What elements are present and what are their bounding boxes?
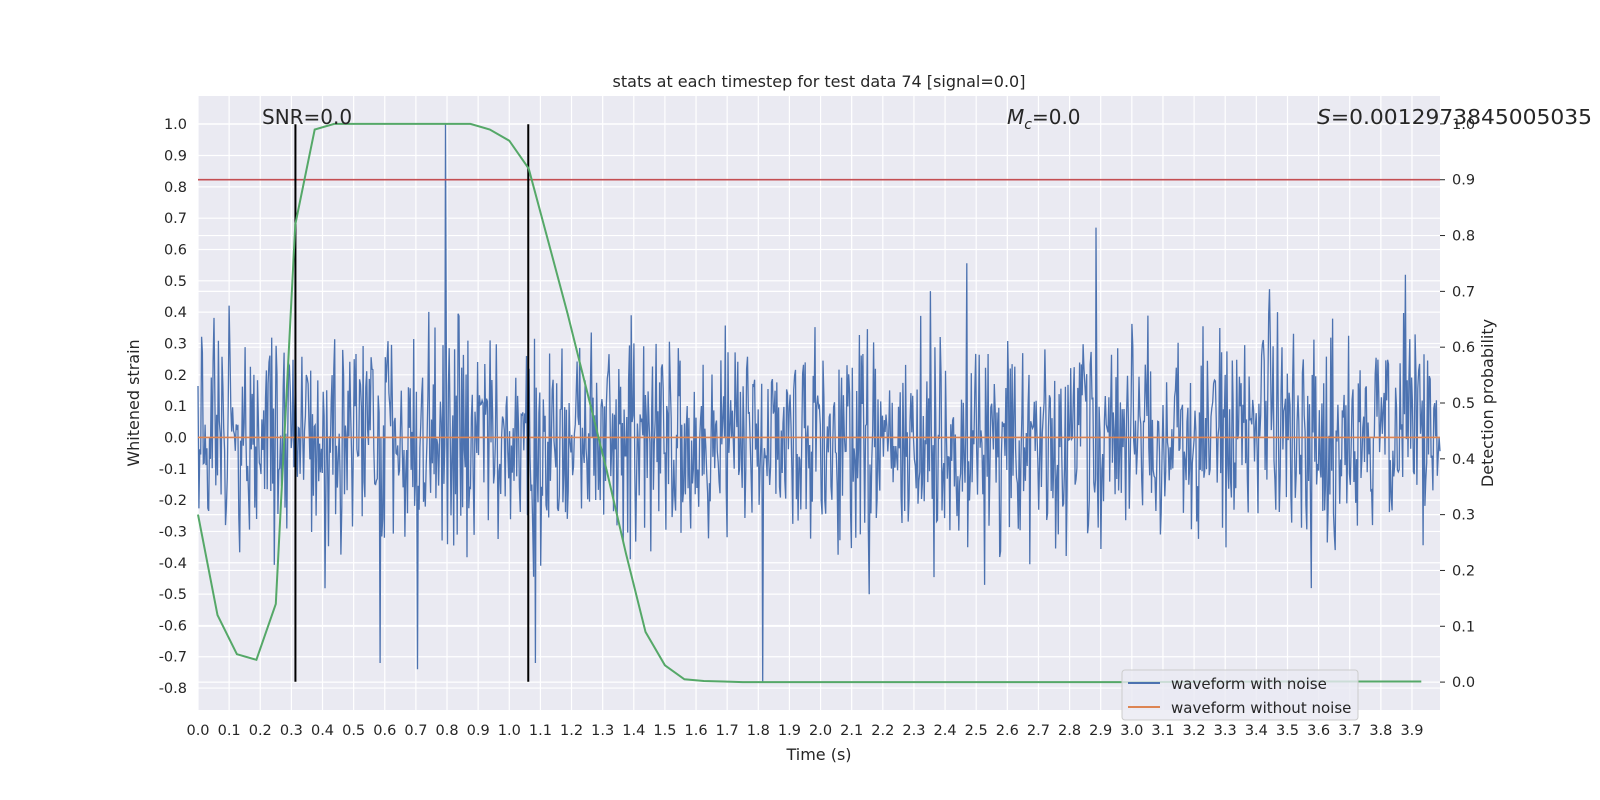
y-tick-label-left: -0.3 [159, 524, 187, 540]
tick-labels: 0.0 0.1 0.2 0.3 0.4 0.5 0.6 0.7 0.8 0.9 1.0 1.1 1.2 1… [159, 117, 1475, 739]
overlay-layer [197, 122, 1440, 684]
x-tick-label: 3.4 [1245, 723, 1268, 739]
x-tick-label: 1.7 [716, 723, 739, 739]
y-tick-label-right: 0.4 [1452, 452, 1475, 468]
x-tick-label: 3.2 [1183, 723, 1206, 739]
s-value: =0.0012973845005035 [1331, 105, 1592, 129]
x-tick-label: 2.3 [902, 723, 925, 739]
mc-value: =0.0 [1032, 105, 1081, 129]
x-tick-label: 3.5 [1276, 723, 1299, 739]
y-tick-label-left: 0.5 [164, 274, 187, 290]
y-tick-label-right: 0.7 [1452, 284, 1475, 300]
x-tick-label: 2.9 [1089, 723, 1112, 739]
y-tick-label-left: -0.4 [159, 556, 187, 572]
x-tick-label: 2.2 [871, 723, 894, 739]
chart-title: stats at each timestep for test data 74 … [613, 72, 1026, 91]
detection-probability-line [197, 122, 1422, 684]
snr-annotation: SNR=0.0 [262, 105, 352, 129]
x-tick-label: 0.2 [249, 723, 272, 739]
x-tick-label: 1.4 [622, 723, 645, 739]
x-tick-label: 0.6 [373, 723, 396, 739]
x-tick-label: 0.4 [311, 723, 334, 739]
y-tick-label-right: 0.3 [1452, 508, 1475, 524]
x-tick-label: 2.5 [965, 723, 988, 739]
mc-symbol: M [1007, 105, 1024, 129]
legend-label-without-noise: waveform without noise [1171, 699, 1351, 717]
y-tick-label-right: 0.1 [1452, 619, 1475, 635]
x-tick-label: 1.9 [778, 723, 801, 739]
x-tick-label: 1.2 [560, 723, 583, 739]
y-tick-label-left: 0.7 [164, 211, 187, 227]
x-tick-label: 2.6 [996, 723, 1019, 739]
x-tick-label: 2.4 [934, 723, 957, 739]
x-tick-label: 3.1 [1151, 723, 1174, 739]
s-annotation: S=0.0012973845005035 [1317, 105, 1592, 129]
x-tick-label: 1.5 [653, 723, 676, 739]
y-tick-label-left: 0.0 [164, 430, 187, 446]
legend-label-with-noise: waveform with noise [1171, 675, 1327, 693]
y-tick-label-right: 0.5 [1452, 396, 1475, 412]
y-axis-label-right: Detection probability [1478, 319, 1497, 487]
y-tick-label-right: 0.8 [1452, 229, 1475, 245]
y-tick-label-left: 0.8 [164, 180, 187, 196]
y-tick-label-left: 0.2 [164, 368, 187, 384]
mc-subscript: c [1024, 117, 1032, 133]
legend: waveform with noise waveform without noi… [1121, 669, 1359, 721]
x-tick-label: 3.9 [1400, 723, 1423, 739]
x-tick-label: 1.1 [529, 723, 552, 739]
y-tick-label-left: 0.4 [164, 305, 187, 321]
x-tick-label: 1.3 [591, 723, 614, 739]
y-tick-label-left: 1.0 [164, 117, 187, 133]
x-tick-label: 0.7 [404, 723, 427, 739]
mc-annotation: Mc=0.0 [1007, 105, 1081, 133]
y-tick-label-left: -0.1 [159, 462, 187, 478]
x-tick-label: 3.0 [1120, 723, 1143, 739]
legend-box [1121, 669, 1359, 721]
y-tick-label-left: 0.6 [164, 243, 187, 259]
y-tick-label-right: 0.9 [1452, 173, 1475, 189]
x-tick-label: 0.8 [435, 723, 458, 739]
waveform-with-noise [197, 124, 1441, 682]
x-tick-label: 0.0 [186, 723, 209, 739]
s-symbol: S [1317, 105, 1331, 129]
x-tick-label: 3.6 [1307, 723, 1330, 739]
x-tick-label: 3.3 [1214, 723, 1237, 739]
waveform-with-noise-line [197, 124, 1441, 682]
y-axis-label-left: Whitened strain [124, 339, 143, 466]
x-tick-label: 1.0 [498, 723, 521, 739]
x-tick-label: 3.8 [1369, 723, 1392, 739]
x-tick-label: 2.1 [840, 723, 863, 739]
x-tick-label: 3.7 [1338, 723, 1361, 739]
y-tick-label-left: -0.6 [159, 618, 187, 634]
y-tick-label-right: 1.0 [1452, 117, 1475, 133]
y-tick-label-left: 0.3 [164, 336, 187, 352]
x-tick-label: 2.7 [1027, 723, 1050, 739]
y-tick-label-right: 0.6 [1452, 340, 1475, 356]
y-tick-label-left: -0.8 [159, 681, 187, 697]
y-tick-label-left: 0.1 [164, 399, 187, 415]
x-tick-label: 1.8 [747, 723, 770, 739]
x-tick-label: 0.3 [280, 723, 303, 739]
x-tick-label: 0.9 [467, 723, 490, 739]
y-tick-label-left: -0.5 [159, 587, 187, 603]
x-tick-label: 1.6 [685, 723, 708, 739]
x-tick-label: 2.8 [1058, 723, 1081, 739]
y-tick-label-left: -0.2 [159, 493, 187, 509]
y-tick-label-right: 0.2 [1452, 563, 1475, 579]
y-tick-label-right: 0.0 [1452, 675, 1475, 691]
x-tick-label: 2.0 [809, 723, 832, 739]
x-axis-label: Time (s) [785, 745, 851, 764]
x-tick-label: 0.1 [218, 723, 241, 739]
x-tick-label: 0.5 [342, 723, 365, 739]
y-tick-label-left: -0.7 [159, 650, 187, 666]
y-tick-label-left: 0.9 [164, 149, 187, 165]
